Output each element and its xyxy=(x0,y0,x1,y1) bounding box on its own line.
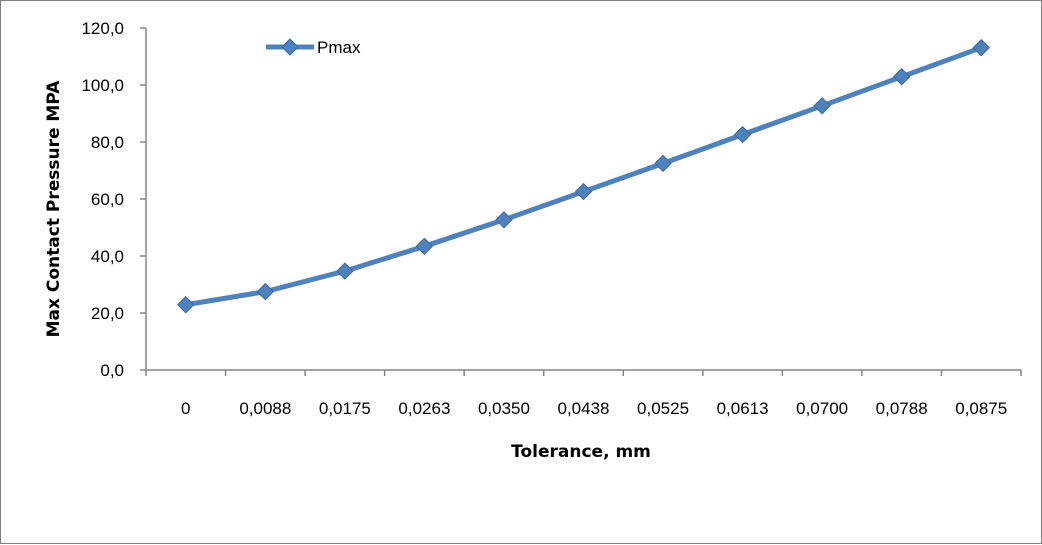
x-tick-label: 0,0175 xyxy=(319,399,371,418)
y-tick-label: 0,0 xyxy=(100,361,124,380)
data-point-marker xyxy=(892,68,911,86)
x-tick-label: 0,0088 xyxy=(239,399,291,418)
y-tick-label: 120,0 xyxy=(81,19,124,38)
x-tick-label: 0,0613 xyxy=(717,399,769,418)
data-point-marker xyxy=(256,282,275,301)
data-point-marker xyxy=(495,211,513,229)
data-point-marker xyxy=(813,97,831,115)
x-tick-label: 0,0700 xyxy=(796,399,848,418)
y-tick-label: 100,0 xyxy=(81,76,124,95)
x-tick-label: 0,0525 xyxy=(637,399,689,418)
data-point-marker xyxy=(972,38,990,57)
data-point-marker xyxy=(336,262,354,280)
legend: Pmax xyxy=(266,38,361,57)
x-tick-label: 0,0350 xyxy=(478,399,530,418)
x-axis: 0 0,0088 0,0175 0,0263 0,0350 0,0438 0,0525 0,0… xyxy=(145,369,1022,418)
data-point-marker xyxy=(177,296,195,314)
y-tick-label: 60,0 xyxy=(91,190,124,209)
x-tick-label: 0,0263 xyxy=(398,399,450,418)
y-tick-label: 80,0 xyxy=(91,133,124,152)
data-point-marker xyxy=(574,182,593,201)
x-tick-label: 0,0788 xyxy=(876,399,928,418)
x-tick-label: 0,0438 xyxy=(558,399,610,418)
series-line-pmax xyxy=(183,45,984,308)
series-pmax xyxy=(177,38,990,314)
legend-label-pmax: Pmax xyxy=(317,38,361,57)
data-point-marker xyxy=(415,237,434,256)
data-point-marker xyxy=(733,125,752,144)
x-tick-label: 0,0875 xyxy=(955,399,1007,418)
x-tick-label: 0 xyxy=(181,399,190,418)
data-point-marker xyxy=(654,154,672,173)
legend-marker-pmax xyxy=(281,38,299,56)
y-tick-label: 20,0 xyxy=(91,304,124,323)
x-axis-title: Tolerance, mm xyxy=(511,442,651,462)
y-tick-label: 40,0 xyxy=(91,247,124,266)
y-axis: 0,0 20,0 40,0 60,0 80,0 100,0 120,0 xyxy=(81,19,147,380)
y-axis-title: Max Contact Pressure MPA xyxy=(44,80,64,338)
